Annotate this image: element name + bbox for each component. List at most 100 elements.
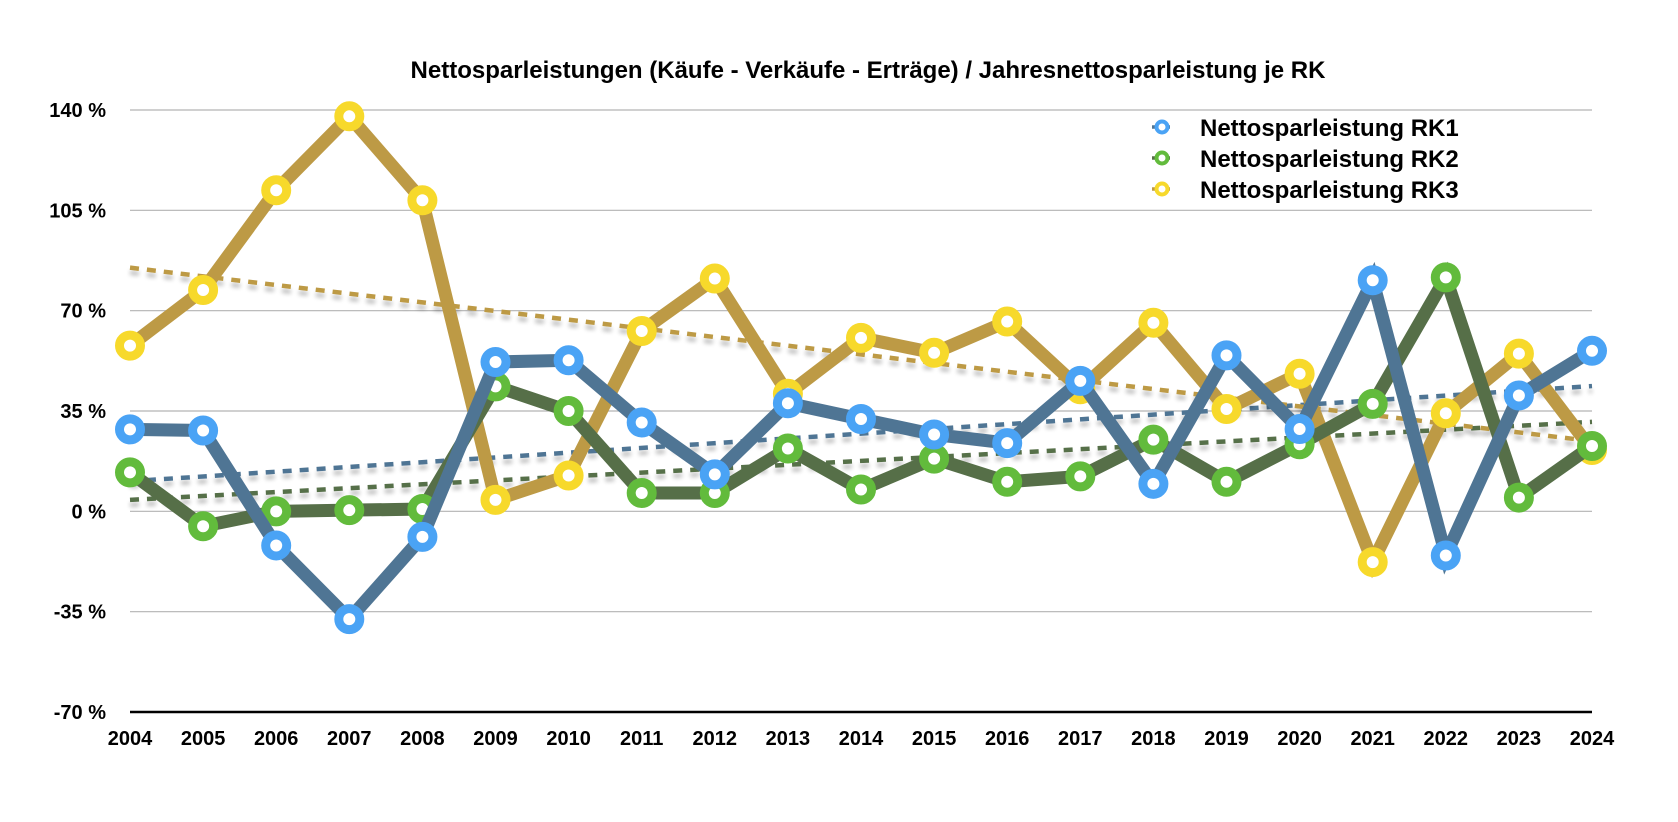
data-point-rk1 xyxy=(919,419,950,450)
x-tick-label: 2019 xyxy=(1204,728,1249,750)
data-point-rk2 xyxy=(992,466,1023,497)
y-tick-label: -35 % xyxy=(54,602,106,624)
data-point-rk3 xyxy=(992,306,1023,337)
data-point-rk2 xyxy=(1138,424,1169,455)
data-point-rk3 xyxy=(261,175,292,206)
data-point-rk1 xyxy=(334,604,365,635)
x-tick-label: 2023 xyxy=(1497,728,1542,750)
data-point-rk2 xyxy=(1065,461,1096,492)
data-point-rk2 xyxy=(1357,388,1388,419)
legend: Nettosparleistung RK1 Nettosparleistung R… xyxy=(1152,115,1459,204)
legend-marker-icon xyxy=(1154,181,1170,197)
data-point-rk3 xyxy=(1357,547,1388,578)
data-point-rk1 xyxy=(626,407,657,438)
legend-label: Nettosparleistung RK2 xyxy=(1200,146,1459,173)
legend-label: Nettosparleistung RK1 xyxy=(1200,115,1459,142)
y-tick-label: 140 % xyxy=(49,100,106,122)
data-point-rk2 xyxy=(261,496,292,527)
legend-label: Nettosparleistung RK3 xyxy=(1200,177,1459,204)
data-point-rk3 xyxy=(846,322,876,353)
data-point-rk3 xyxy=(699,263,730,294)
x-tick-label: 2021 xyxy=(1350,728,1395,750)
data-point-rk3 xyxy=(553,460,584,491)
series-rk1 xyxy=(115,261,1607,635)
x-axis-tick-labels: 2004 2005 2006 2007 2008 2009 2010 2011 2012 2013… xyxy=(108,728,1615,750)
data-point-rk3 xyxy=(1503,338,1534,369)
data-point-rk2 xyxy=(115,457,145,488)
data-point-rk2 xyxy=(1211,466,1242,497)
x-tick-label: 2015 xyxy=(912,728,957,750)
x-tick-label: 2011 xyxy=(620,728,663,750)
legend-marker-icon xyxy=(1154,119,1170,135)
data-point-rk3 xyxy=(407,185,438,216)
x-tick-label: 2012 xyxy=(693,728,738,750)
data-point-rk3 xyxy=(480,484,511,515)
data-point-rk1 xyxy=(480,346,511,377)
data-point-rk3 xyxy=(1211,393,1242,424)
x-tick-label: 2018 xyxy=(1131,728,1176,750)
data-series xyxy=(115,101,1607,635)
x-tick-label: 2006 xyxy=(254,728,299,750)
data-point-rk2 xyxy=(846,474,876,505)
data-point-rk1 xyxy=(1577,335,1607,366)
data-point-rk2 xyxy=(553,396,584,426)
data-point-rk3 xyxy=(334,101,365,132)
data-point-rk3 xyxy=(1284,358,1315,389)
legend-item-rk1: Nettosparleistung RK1 xyxy=(1152,115,1459,142)
data-point-rk1 xyxy=(1284,414,1315,445)
y-tick-label: -70 % xyxy=(54,702,106,724)
x-tick-label: 2008 xyxy=(400,728,445,750)
data-point-rk3 xyxy=(919,337,950,368)
data-point-rk1 xyxy=(553,345,584,376)
x-tick-label: 2014 xyxy=(839,728,884,750)
y-tick-label: 70 % xyxy=(60,301,106,323)
data-point-rk3 xyxy=(115,330,145,361)
data-point-rk1 xyxy=(772,388,803,419)
x-tick-label: 2004 xyxy=(108,728,153,750)
data-point-rk2 xyxy=(772,433,803,464)
x-tick-label: 2017 xyxy=(1058,728,1103,750)
data-point-rk1 xyxy=(1357,265,1388,296)
x-tick-label: 2007 xyxy=(327,728,372,750)
legend-item-rk2: Nettosparleistung RK2 xyxy=(1152,146,1459,173)
data-point-rk3 xyxy=(1138,307,1169,338)
data-point-rk3 xyxy=(626,316,657,347)
data-point-rk1 xyxy=(115,414,145,445)
data-point-rk2 xyxy=(188,511,219,542)
data-point-rk1 xyxy=(1138,468,1169,499)
x-tick-label: 2013 xyxy=(766,728,811,750)
legend-item-rk3: Nettosparleistung RK3 xyxy=(1152,177,1459,204)
data-point-rk1 xyxy=(1065,365,1096,396)
data-point-rk2 xyxy=(1503,482,1534,513)
data-point-rk1 xyxy=(1503,380,1534,411)
data-point-rk2 xyxy=(919,443,950,474)
data-point-rk1 xyxy=(846,404,876,435)
x-tick-label: 2016 xyxy=(985,728,1030,750)
y-tick-label: 35 % xyxy=(60,401,106,423)
trend-line-rk2 xyxy=(129,419,1593,503)
x-tick-label: 2010 xyxy=(546,728,591,750)
data-point-rk2 xyxy=(1430,262,1461,293)
data-point-rk2 xyxy=(626,477,657,508)
data-point-rk1 xyxy=(1211,340,1242,371)
y-tick-label: 105 % xyxy=(49,200,106,222)
x-tick-label: 2024 xyxy=(1570,728,1615,750)
data-point-rk1 xyxy=(188,415,219,446)
data-point-rk1 xyxy=(1430,540,1461,571)
legend-marker-icon xyxy=(1154,150,1170,166)
x-tick-label: 2009 xyxy=(473,728,518,750)
data-point-rk1 xyxy=(261,530,292,561)
chart-title: Nettosparleistungen (Käufe - Verkäufe - … xyxy=(411,57,1327,84)
data-point-rk3 xyxy=(188,275,219,306)
y-axis-tick-labels: 140 % 105 % 70 % 35 % 0 % -35 % -70 % xyxy=(49,100,106,724)
x-tick-label: 2005 xyxy=(181,728,226,750)
x-tick-label: 2022 xyxy=(1424,728,1469,750)
data-point-rk1 xyxy=(407,521,438,552)
y-tick-label: 0 % xyxy=(72,501,107,523)
data-point-rk2 xyxy=(1577,430,1607,461)
data-point-rk1 xyxy=(992,428,1023,459)
data-point-rk1 xyxy=(699,459,730,490)
data-point-rk2 xyxy=(334,495,365,526)
data-point-rk3 xyxy=(1430,398,1461,429)
